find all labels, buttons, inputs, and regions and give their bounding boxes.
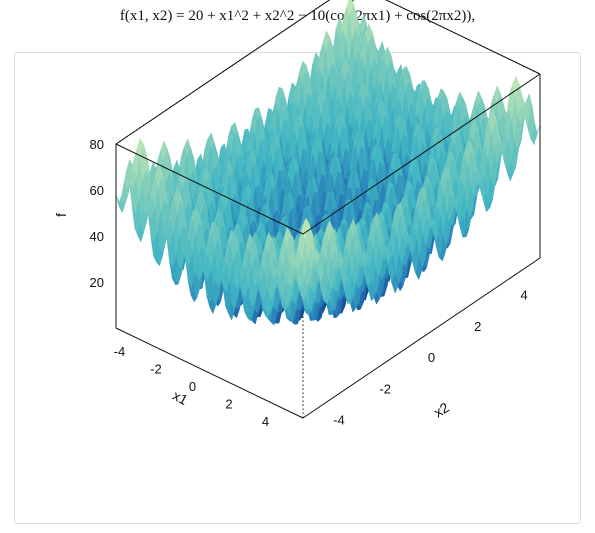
z-tick-label: 40 bbox=[90, 229, 104, 244]
x1-tick-mark bbox=[201, 373, 210, 379]
x1-tick-mark bbox=[127, 338, 136, 344]
x2-tick-label: 0 bbox=[428, 350, 435, 365]
z-tick-label: 20 bbox=[90, 275, 104, 290]
x2-tick-label: 2 bbox=[474, 319, 481, 334]
x2-tick-mark bbox=[514, 276, 520, 285]
x1-tick-mark bbox=[164, 355, 173, 361]
x2-tick-mark bbox=[422, 338, 428, 347]
x2-tick-mark bbox=[329, 401, 335, 410]
x2-axis-label: x2 bbox=[431, 399, 452, 421]
x1-tick-mark bbox=[237, 391, 246, 397]
x1-tick-mark bbox=[274, 408, 283, 414]
x1-tick-label: 0 bbox=[189, 379, 196, 394]
x1-tick-label: 2 bbox=[225, 397, 232, 412]
x1-tick-label: -2 bbox=[150, 361, 162, 376]
x2-tick-mark bbox=[468, 307, 474, 316]
z-tick-label: 60 bbox=[90, 183, 104, 198]
x2-tick-mark bbox=[375, 369, 381, 378]
x2-tick-label: -4 bbox=[333, 413, 345, 428]
z-tick-label: 80 bbox=[90, 137, 104, 152]
x2-tick-label: -2 bbox=[379, 381, 391, 396]
x1-tick-label: -4 bbox=[114, 344, 126, 359]
x1-tick-label: 4 bbox=[262, 414, 269, 429]
rastrigin-surface bbox=[115, 0, 541, 326]
x2-tick-label: 4 bbox=[520, 288, 527, 303]
formula-title: f(x1, x2) = 20 + x1^2 + x2^2 − 10(cos(2π… bbox=[119, 8, 476, 24]
x1-axis-label: x1 bbox=[170, 387, 191, 408]
z-axis-label: f bbox=[53, 213, 69, 217]
